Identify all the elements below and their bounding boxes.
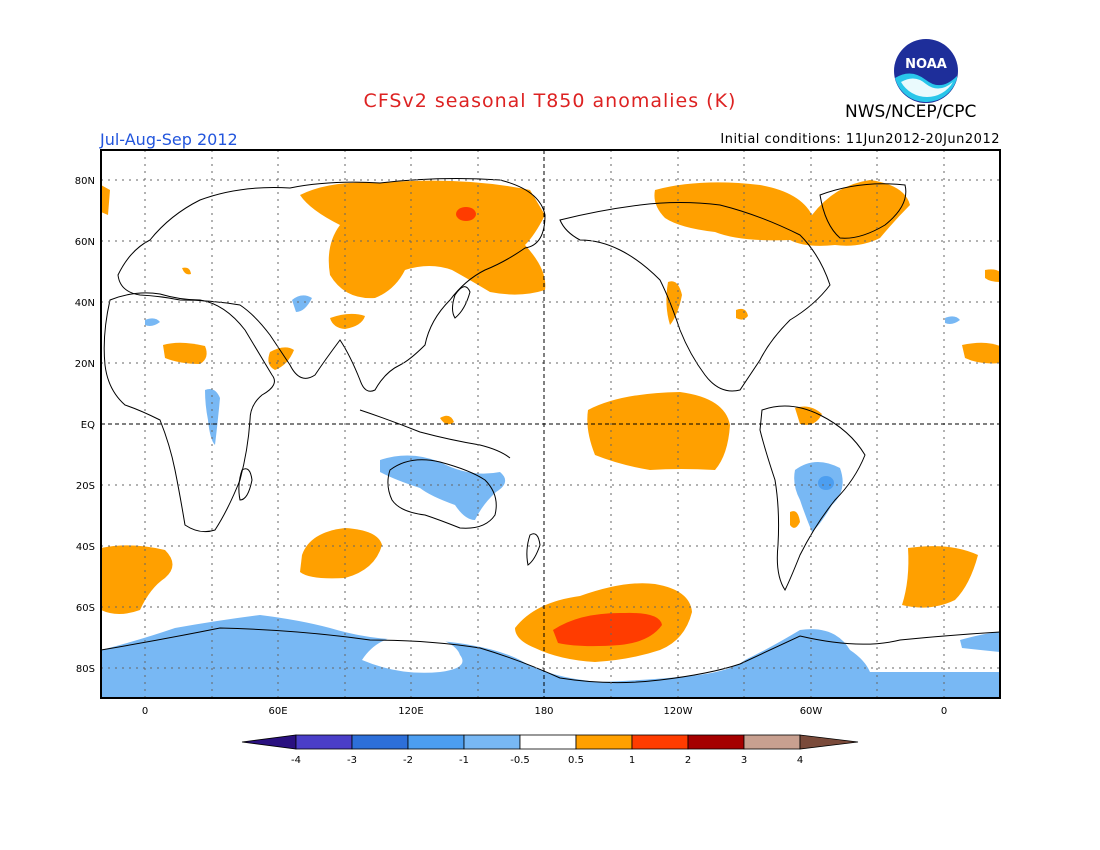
lon-label: 0: [941, 706, 947, 717]
colorbar-label: -3: [347, 755, 357, 766]
lat-label: EQ: [81, 420, 95, 431]
antarctica-coast: [101, 627, 1000, 684]
lat-label: 60N: [75, 237, 95, 248]
colorbar-label: -2: [403, 755, 413, 766]
anomaly-s-atlantic-west: [101, 545, 173, 614]
lat-label: 40S: [76, 542, 95, 553]
anomaly-antarctic-wide: [101, 615, 1000, 698]
anomaly-south-pacific-peak: [553, 612, 662, 647]
colorbar-arrow-high: [799, 734, 859, 750]
anomaly-siberia: [300, 180, 546, 299]
anomaly-south-pacific: [515, 583, 692, 662]
north-america-coast: [559, 202, 831, 392]
anomaly-s-atlantic-east: [902, 546, 978, 608]
colorbar-bin: [407, 734, 465, 750]
colorbar-bin: [463, 734, 521, 750]
anomaly-europe-w: [101, 185, 110, 215]
lon-label: 120W: [664, 706, 693, 717]
noaa-logo-icon: NOAA: [894, 39, 958, 103]
initial-conditions: Initial conditions: 11Jun2012-20Jun2012: [720, 132, 1000, 147]
colorbar-label: -4: [291, 755, 301, 766]
colorbar-label: -1: [459, 755, 469, 766]
forecast-period: Jul-Aug-Sep 2012: [100, 130, 238, 149]
colorbar-label: 0.5: [568, 755, 584, 766]
colorbar-bin: [575, 734, 633, 750]
lat-label: 60S: [76, 603, 95, 614]
lat-label: 80S: [76, 664, 95, 675]
lat-label: 20S: [76, 481, 95, 492]
south-america-coast: [759, 405, 866, 591]
anomaly-australia: [380, 455, 506, 520]
australia-coast: [387, 459, 497, 529]
anomaly-s-america-core: [818, 476, 834, 490]
colorbar-bin: [519, 734, 577, 750]
anomaly-canada: [654, 180, 910, 246]
anomaly-s-america: [794, 461, 843, 532]
lat-label: 40N: [75, 298, 95, 309]
africa-coast: [103, 292, 275, 533]
colorbar-label: 3: [741, 755, 747, 766]
anomaly-arabia: [268, 347, 294, 370]
anomaly-europe-e: [985, 269, 1000, 282]
map-title: CFSv2 seasonal T850 anomalies (K): [363, 90, 737, 112]
anomaly-africa-west: [962, 342, 1000, 364]
colorbar-arrow-low: [241, 734, 297, 750]
lon-label: 60W: [800, 706, 823, 717]
colorbar-bin: [743, 734, 801, 750]
anomaly-west-us: [666, 281, 682, 325]
anomaly-sahara: [163, 342, 207, 364]
anomaly-antarctic-gap: [362, 634, 463, 673]
lat-label: 20N: [75, 359, 95, 370]
colorbar-bin: [631, 734, 689, 750]
colorbar: [241, 734, 859, 750]
lon-label: 60E: [268, 706, 287, 717]
anomaly-siberia-peak: [456, 207, 476, 221]
colorbar-bin: [295, 734, 353, 750]
anomaly-s-indian: [300, 528, 382, 579]
madagascar: [238, 468, 253, 501]
lon-label: 0: [142, 706, 148, 717]
colorbar-label: 4: [797, 755, 803, 766]
japan: [452, 286, 471, 319]
lat-labels: 80N 60N 40N 20N EQ 20S 40S 60S 80S: [75, 176, 95, 675]
noaa-logo-text: NOAA: [905, 57, 947, 72]
new-zealand: [526, 533, 541, 566]
anomaly-field: [101, 180, 1000, 698]
lon-label: 120E: [398, 706, 423, 717]
colorbar-bin: [687, 734, 745, 750]
eurasia-coast: [117, 178, 546, 392]
agency-label: NWS/NCEP/CPC: [845, 102, 977, 122]
greenland: [819, 183, 907, 239]
anomaly-bay-biscay: [945, 316, 960, 324]
anomaly-us-east: [736, 308, 748, 320]
indonesia: [359, 409, 511, 459]
map-frame: [100, 149, 1001, 699]
anomaly-weddell: [960, 632, 1000, 652]
colorbar-bin: [351, 734, 409, 750]
anomaly-sea-small: [440, 415, 454, 425]
anomaly-med-blue: [145, 318, 160, 326]
lon-label: 180: [534, 706, 553, 717]
anomaly-caspian: [330, 313, 365, 329]
lon-labels: 0 60E 120E 180 120W 60W 0: [142, 706, 947, 717]
anomaly-amazon: [795, 406, 822, 425]
anomaly-central-asia: [292, 295, 312, 312]
anomaly-argentina: [790, 511, 800, 528]
anomaly-pacific-eq: [587, 392, 730, 470]
colorbar-label: 1: [629, 755, 635, 766]
coastlines: [101, 178, 1000, 684]
anomaly-east-africa: [205, 389, 220, 445]
colorbar-label: 2: [685, 755, 691, 766]
colorbar-labels: -4 -3 -2 -1 -0.5 0.5 1 2 3 4: [291, 755, 803, 766]
graticule: [101, 150, 1000, 698]
lat-label: 80N: [75, 176, 95, 187]
colorbar-label: -0.5: [510, 755, 530, 766]
anomaly-med-small: [182, 267, 191, 275]
